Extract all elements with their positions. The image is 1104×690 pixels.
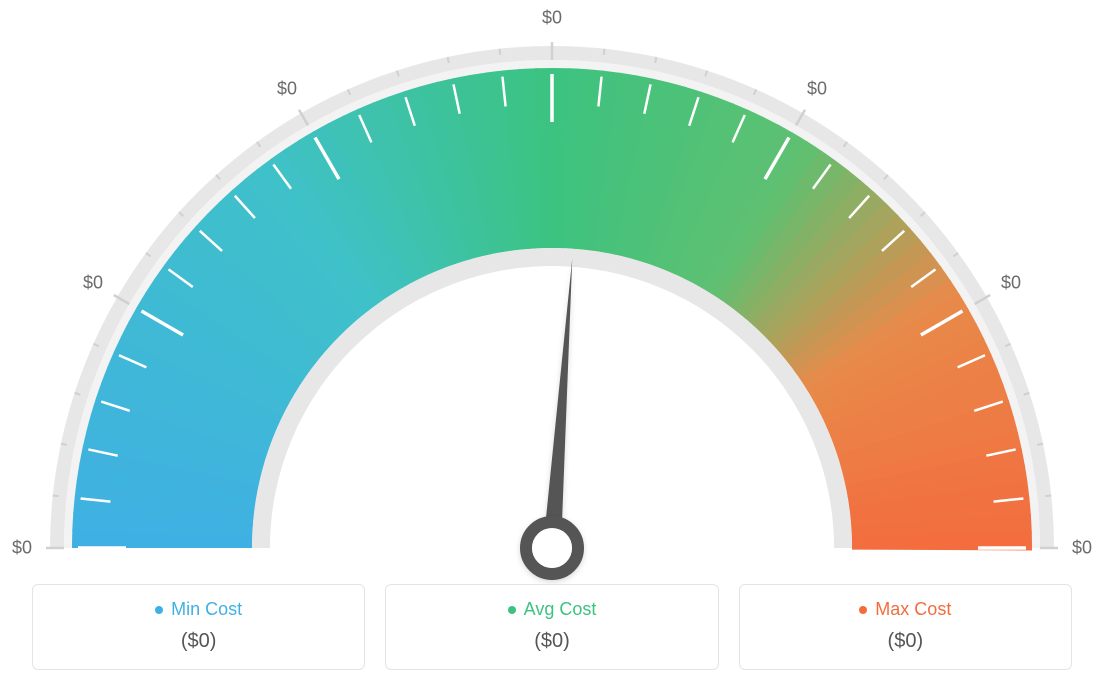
legend-dot-max (859, 606, 867, 614)
outer-minor-tick (61, 444, 67, 445)
legend-title-max: Max Cost (859, 599, 951, 620)
legend-label-avg: Avg Cost (524, 599, 597, 620)
legend-value-max: ($0) (750, 630, 1061, 653)
legend-label-max: Max Cost (875, 599, 951, 620)
scale-label: $0 (542, 8, 562, 29)
scale-label: $0 (1072, 538, 1092, 559)
legend-label-min: Min Cost (171, 599, 242, 620)
legend-title-min: Min Cost (155, 599, 242, 620)
gauge-chart: $0$0$0$0$0$0$0 (22, 28, 1082, 588)
outer-minor-tick (655, 57, 656, 63)
gauge-svg (22, 28, 1082, 588)
outer-minor-tick (1045, 496, 1051, 497)
outer-minor-tick (1037, 444, 1043, 445)
legend-dot-min (155, 606, 163, 614)
legend-card-min: Min Cost ($0) (32, 584, 365, 670)
legend-value-min: ($0) (43, 630, 354, 653)
scale-label: $0 (1001, 273, 1021, 294)
outer-minor-tick (604, 49, 605, 55)
outer-minor-tick (500, 49, 501, 55)
legend-value-avg: ($0) (396, 630, 707, 653)
needle-hub-inner (532, 528, 572, 568)
scale-label: $0 (277, 79, 297, 100)
legend-title-avg: Avg Cost (508, 599, 597, 620)
needle (543, 259, 572, 549)
scale-label: $0 (12, 538, 32, 559)
outer-minor-tick (53, 496, 59, 497)
scale-label: $0 (807, 79, 827, 100)
legend-card-max: Max Cost ($0) (739, 584, 1072, 670)
scale-label: $0 (83, 273, 103, 294)
legend-card-avg: Avg Cost ($0) (385, 584, 718, 670)
legend-dot-avg (508, 606, 516, 614)
outer-minor-tick (448, 57, 449, 63)
legend-row: Min Cost ($0) Avg Cost ($0) Max Cost ($0… (32, 584, 1072, 670)
